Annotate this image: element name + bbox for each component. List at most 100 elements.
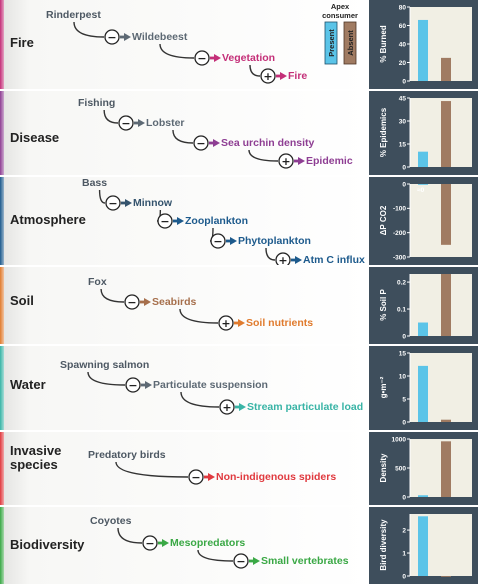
- row-background: [0, 0, 369, 89]
- category-title: Water: [10, 377, 46, 392]
- y-tick-label: 0: [402, 78, 406, 85]
- link-arrow-head: [125, 199, 132, 207]
- row-strip-highlight: [0, 91, 4, 175]
- link-arrow-head: [230, 237, 237, 245]
- link-curve: [248, 149, 279, 162]
- negative-effect-icon: [125, 377, 141, 393]
- y-axis-label: Density: [379, 453, 388, 482]
- link-arrow-head: [208, 473, 215, 481]
- link-curve: [197, 549, 234, 562]
- y-tick-label: 0: [402, 419, 406, 426]
- y-tick-label: 1: [402, 550, 406, 557]
- y-tick-label: 30: [399, 118, 407, 125]
- y-tick-label: 5: [402, 396, 406, 403]
- row-disease: Disease Fishing Lobster Sea urchin density E…: [0, 91, 369, 175]
- y-tick-label: 10: [399, 373, 407, 380]
- species-label: Bass: [82, 177, 107, 189]
- positive-effect-icon: [219, 399, 235, 415]
- y-tick-label: 15: [399, 141, 407, 148]
- y-tick-label: 0.1: [397, 306, 406, 313]
- row-biodiversity: Biodiversity Coyotes Mesopredators Small ve…: [0, 507, 369, 584]
- negative-effect-icon: [194, 50, 210, 66]
- y-tick-label: -200: [393, 230, 406, 237]
- row-soil: Soil Fox Seabirds Soil nutrients − +: [0, 267, 369, 344]
- positive-effect-icon: [218, 315, 234, 331]
- legend-title-line1: Apex: [331, 2, 350, 11]
- link-curve: [172, 129, 194, 144]
- bar-present: [418, 495, 428, 497]
- y-tick-label: 0: [402, 164, 406, 171]
- link-arrow-head: [124, 33, 131, 41]
- row-strip-highlight: [0, 432, 4, 505]
- effect-sign: −: [127, 296, 136, 309]
- link-arrow-head: [214, 54, 221, 62]
- row-separator: [0, 430, 478, 432]
- row-separator: [0, 505, 478, 507]
- category-title: Invasive: [10, 443, 61, 458]
- species-label: Coyotes: [90, 515, 132, 527]
- row-separator: [0, 265, 478, 267]
- y-axis-label: Bird diversity: [379, 519, 388, 571]
- link-arrow-head: [239, 403, 246, 411]
- link-curve: [159, 43, 195, 59]
- species-label: Mesopredators: [170, 537, 245, 549]
- link-curve: [117, 527, 143, 544]
- species-label: Seabirds: [152, 296, 197, 308]
- y-tick-label: 1000: [392, 436, 407, 443]
- link-arrow-head: [213, 139, 220, 147]
- negative-effect-icon: [105, 195, 121, 211]
- negative-effect-icon: [142, 535, 158, 551]
- effect-sign: −: [213, 235, 222, 248]
- species-label: Minnow: [133, 197, 173, 209]
- link-arrow-head: [280, 72, 287, 80]
- row-separator: [0, 175, 478, 177]
- effect-sign: +: [281, 155, 290, 168]
- y-tick-label: 0: [402, 494, 406, 501]
- link-arrow-head: [162, 539, 169, 547]
- link-curve: [180, 391, 220, 408]
- y-tick-label: -300: [393, 254, 406, 261]
- species-label: Phytoplankton: [238, 235, 311, 247]
- category-title: Biodiversity: [10, 537, 85, 552]
- legend-title-line2: consumer: [322, 11, 358, 20]
- link-curve: [100, 288, 125, 303]
- link-curve: [249, 64, 261, 77]
- y-tick-label: 0: [402, 333, 406, 340]
- link-curve: [73, 21, 105, 38]
- link-curve: [87, 371, 126, 386]
- effect-sign: −: [236, 555, 245, 568]
- link-curve: [103, 109, 119, 124]
- category-title: species: [10, 457, 58, 472]
- link-arrow-head: [177, 217, 184, 225]
- y-axis-label: g•m⁻²: [379, 376, 388, 398]
- y-tick-label: 20: [399, 60, 407, 67]
- y-tick-label: 500: [395, 465, 406, 472]
- y-tick-label: 40: [399, 41, 407, 48]
- negative-effect-icon: [233, 553, 249, 569]
- link-arrow-head: [238, 319, 245, 327]
- row-separator: [0, 89, 478, 91]
- y-axis-label: ΔP CO2: [379, 205, 388, 235]
- effect-sign: −: [160, 215, 169, 228]
- y-tick-label: 0: [402, 181, 406, 188]
- bar-present: [418, 184, 428, 185]
- effect-sign: +: [221, 317, 230, 330]
- negative-effect-icon: [104, 29, 120, 45]
- legend-absent-label: Absent: [346, 30, 355, 56]
- row-background: [0, 91, 369, 175]
- row-background: [0, 346, 369, 430]
- species-label: Small vertebrates: [261, 555, 349, 567]
- effect-sign: −: [121, 117, 130, 130]
- link-curve: [115, 461, 189, 478]
- row-background: [0, 177, 369, 265]
- species-label: Epidemic: [306, 155, 353, 167]
- effect-sign: +: [278, 254, 287, 267]
- y-tick-label: 2: [402, 527, 406, 534]
- species-label: Atm C influx: [303, 254, 365, 266]
- row-strip-highlight: [0, 267, 4, 344]
- bar-absent: [441, 57, 451, 81]
- species-label: Vegetation: [222, 52, 275, 64]
- link-arrow-head: [295, 256, 302, 264]
